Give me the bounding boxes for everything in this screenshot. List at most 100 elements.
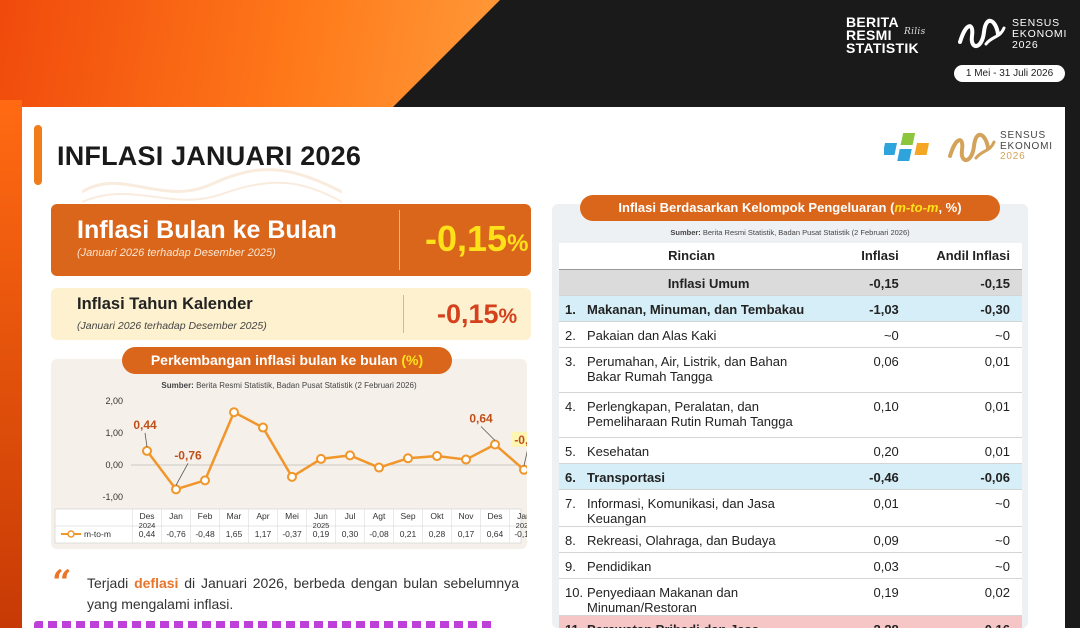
row-inflasi: 0,09	[818, 526, 909, 553]
se-line: SENSUS	[1000, 130, 1046, 141]
x-tick-label: Feb	[198, 511, 213, 521]
table-row: 1. Makanan, Minuman, dan Tembakau -1,03 -0,…	[559, 295, 1022, 322]
data-value-label: 1,17	[255, 529, 272, 539]
legend-marker	[67, 530, 75, 538]
row-andil: -0,06	[908, 463, 1022, 490]
row-label: 3. Perumahan, Air, Listrik, dan Bahan Bak…	[559, 347, 819, 393]
row-number: 5.	[565, 443, 576, 459]
side-orange-strip	[0, 100, 22, 628]
header-inflasi: Inflasi	[818, 243, 909, 270]
row-andil: 0,01	[908, 392, 1022, 438]
data-point	[258, 422, 268, 433]
data-value-label: 0,28	[429, 529, 446, 539]
data-value-label: -0,08	[369, 529, 389, 539]
data-value-label: -0,37	[282, 529, 302, 539]
data-point	[403, 453, 413, 464]
row-andil: 0,01	[908, 437, 1022, 464]
sensus-ekonomi-text: SENSUS EKONOMI 2026	[1000, 130, 1053, 163]
x-tick-label: Mar	[227, 511, 242, 521]
se-line: EKONOMI	[1012, 28, 1068, 40]
row-andil: ~0	[908, 526, 1022, 553]
banner-orange-shape	[0, 0, 500, 110]
data-point	[461, 454, 471, 465]
row-category: Rekreasi, Olahraga, dan Budaya	[587, 532, 776, 548]
ytd-period: (Januari 2026 terhadap Desember 2025)	[77, 320, 267, 332]
brs-line: STATISTIK	[846, 40, 919, 56]
inflation-table: Rincian Inflasi Andil Inflasi Inflasi Um…	[559, 243, 1022, 628]
data-value-label: -0,15	[514, 529, 527, 539]
row-andil: ~0	[908, 321, 1022, 348]
row-number: 11.	[565, 622, 587, 628]
data-point	[229, 407, 239, 418]
data-value-label: 0,19	[313, 529, 330, 539]
row-category: Perlengkapan, Peralatan, dan Pemeliharaa…	[587, 398, 793, 429]
sensus-swirl-icon	[958, 19, 1006, 48]
row-inflasi: 0,03	[818, 552, 909, 579]
row-andil: -0,30	[908, 295, 1022, 322]
row-label: 8. Rekreasi, Olahraga, dan Budaya	[559, 526, 819, 553]
row-inflasi: 0,20	[818, 437, 909, 464]
mtm-line-chart: 2,00 1,00 0,00 -1,00 0,44 -0,76 0,64 -0,15 Des Ja…	[54, 396, 527, 544]
data-point	[142, 445, 152, 456]
row-andil: 0,01	[908, 347, 1022, 393]
x-tick-label: Jan	[517, 511, 527, 521]
row-andil: ~0	[908, 489, 1022, 527]
y-tick-label: -1,00	[102, 492, 123, 502]
general-inflasi: -0,15	[818, 269, 909, 296]
row-inflasi: ~0	[818, 321, 909, 348]
se-line: EKONOMI	[1000, 140, 1053, 152]
row-andil: 0,02	[908, 578, 1022, 616]
table-row: 2. Pakaian dan Alas Kaki ~0 ~0	[559, 321, 1022, 348]
table-header: Rincian Inflasi Andil Inflasi	[559, 243, 1022, 270]
data-value-label: 0,17	[458, 529, 475, 539]
y-tick-label: 1,00	[105, 428, 123, 438]
data-value-label: 0,21	[400, 529, 417, 539]
row-number: 6.	[565, 469, 576, 485]
row-label: 2. Pakaian dan Alas Kaki	[559, 321, 819, 348]
quote-text: Terjadi deflasi di Januari 2026, berbeda…	[87, 575, 519, 612]
year-label: 2025	[313, 521, 330, 530]
row-inflasi: -0,46	[818, 463, 909, 490]
general-andil: -0,15	[908, 269, 1022, 296]
x-tick-label: Des	[487, 511, 502, 521]
data-point	[200, 475, 210, 486]
row-number: 10.	[565, 584, 584, 600]
table-row: 8. Rekreasi, Olahraga, dan Budaya 0,09 ~0	[559, 526, 1022, 553]
data-value-label: 0,30	[342, 529, 359, 539]
data-callout-label: 0,64	[469, 412, 493, 426]
row-number: 8.	[565, 532, 576, 548]
row-inflasi: 0,19	[818, 578, 909, 616]
x-tick-label: Sep	[400, 511, 415, 521]
general-label: Inflasi Umum	[559, 269, 819, 296]
callout-leader	[523, 450, 527, 466]
data-point	[171, 484, 181, 495]
callout-leader	[144, 432, 148, 447]
row-number: 4.	[565, 398, 576, 414]
table-row: 10. Penyediaan Makanan dan Minuman/Restor…	[559, 578, 1022, 616]
cutoff-caption	[34, 621, 494, 628]
se-line: SENSUS	[1012, 17, 1060, 29]
data-point	[316, 453, 326, 464]
row-label: 10. Penyediaan Makanan dan Minuman/Restor…	[559, 578, 819, 616]
row-category: Kesehatan	[587, 443, 650, 459]
sensus-swirl-icon	[948, 133, 996, 162]
row-category: Perawatan Pribadi dan Jasa Lainnya	[587, 622, 807, 628]
brs-line: BERITA	[846, 14, 899, 30]
row-label: 6. Transportasi	[559, 463, 819, 490]
mtm-label: Inflasi Bulan ke Bulan	[77, 216, 337, 244]
x-tick-label: Jun	[314, 511, 328, 521]
row-category: Perumahan, Air, Listrik, dan Bahan Bakar…	[587, 353, 788, 384]
mtm-value: -0,15%	[425, 218, 529, 259]
page-title: INFLASI JANUARI 2026	[57, 141, 362, 171]
y-tick-label: 0,00	[105, 460, 123, 470]
brs-line: RESMI	[846, 27, 892, 43]
row-label: 9. Pendidikan	[559, 552, 819, 579]
ytd-value: -0,15%	[437, 299, 518, 329]
table-row-general: Inflasi Umum -0,15 -0,15	[559, 269, 1022, 296]
data-value-label: -0,48	[195, 529, 215, 539]
row-label: 4. Perlengkapan, Peralatan, dan Pemelihar…	[559, 392, 819, 438]
row-inflasi: 0,01	[818, 489, 909, 527]
data-value-label: -0,76	[166, 529, 186, 539]
ytd-label: Inflasi Tahun Kalender	[77, 295, 253, 313]
row-number: 7.	[565, 495, 576, 511]
